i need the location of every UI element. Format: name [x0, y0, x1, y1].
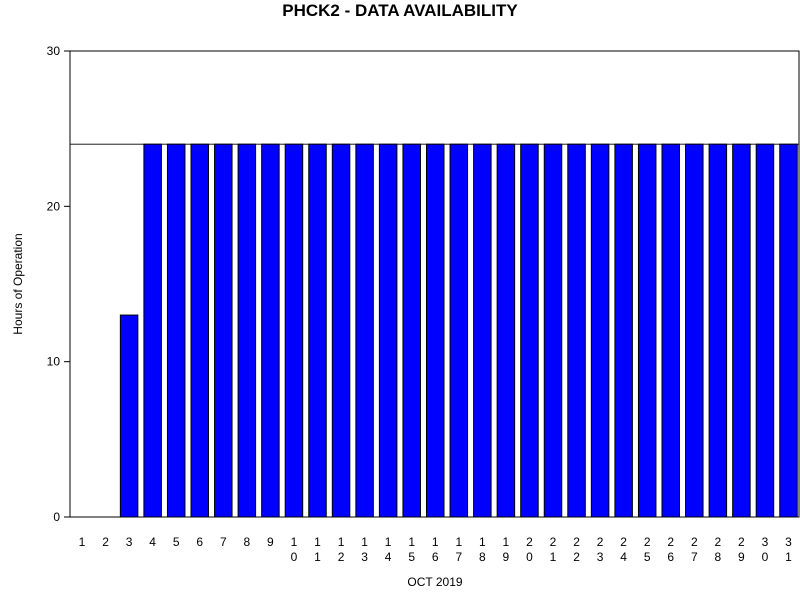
y-tick-label: 30	[47, 44, 61, 58]
x-tick-label: 5	[173, 535, 180, 549]
bar-day-27	[685, 143, 704, 518]
bar-day-23	[590, 143, 610, 518]
bar-day-21	[543, 143, 563, 518]
bar-day-12	[331, 143, 351, 518]
bar-day-25	[637, 143, 657, 518]
bar-day-14	[378, 143, 398, 518]
x-tick-label: 3	[126, 535, 133, 549]
bar-day-13	[355, 143, 374, 518]
bar-day-29	[732, 143, 751, 518]
y-tick-label: 10	[47, 355, 61, 369]
bar-day-8	[237, 143, 257, 518]
y-axis: 0 10 20 30	[47, 44, 70, 524]
x-tick-label: 6	[196, 535, 203, 549]
x-tick-label: 8	[244, 535, 251, 549]
bar-day-19	[496, 143, 516, 518]
x-axis-label: OCT 2019	[407, 575, 462, 589]
x-tick-label: 9	[267, 535, 274, 549]
bar-day-10	[284, 143, 304, 518]
bar-day-17	[449, 143, 469, 518]
x-tick-label: 2	[102, 535, 109, 549]
bar-day-6	[190, 143, 209, 518]
x-tick-label: 1	[79, 535, 86, 549]
y-tick-label: 0	[53, 510, 60, 524]
bar-day-22	[567, 143, 586, 518]
bar-day-28	[708, 143, 728, 518]
y-axis-label: Hours of Operation	[11, 233, 25, 334]
bar-day-30	[755, 143, 775, 518]
bars-group	[119, 143, 798, 518]
x-axis: 1 2 3 4 5 6 7 8 9 1 01 11 21 31 41 51 61 71 81 92 02 12 22 32 42…	[79, 535, 793, 564]
bar-day-26	[661, 143, 680, 518]
x-tick-label: 7	[220, 535, 227, 549]
bar-day-24	[614, 143, 633, 518]
bar-day-11	[308, 143, 327, 518]
bar-day-3	[119, 314, 139, 518]
bar-day-5	[166, 143, 186, 518]
x-tick-label: 4	[149, 535, 156, 549]
bar-day-7	[214, 143, 233, 518]
y-tick-label: 20	[47, 199, 61, 213]
bar-day-20	[520, 143, 539, 518]
chart-title: PHCK2 - DATA AVAILABILITY	[282, 1, 518, 20]
bar-day-16	[426, 143, 445, 518]
bar-day-18	[473, 143, 492, 518]
bar-day-15	[402, 143, 421, 518]
bar-day-9	[261, 143, 280, 518]
bar-day-4	[143, 143, 162, 518]
bar-day-31	[779, 143, 798, 518]
